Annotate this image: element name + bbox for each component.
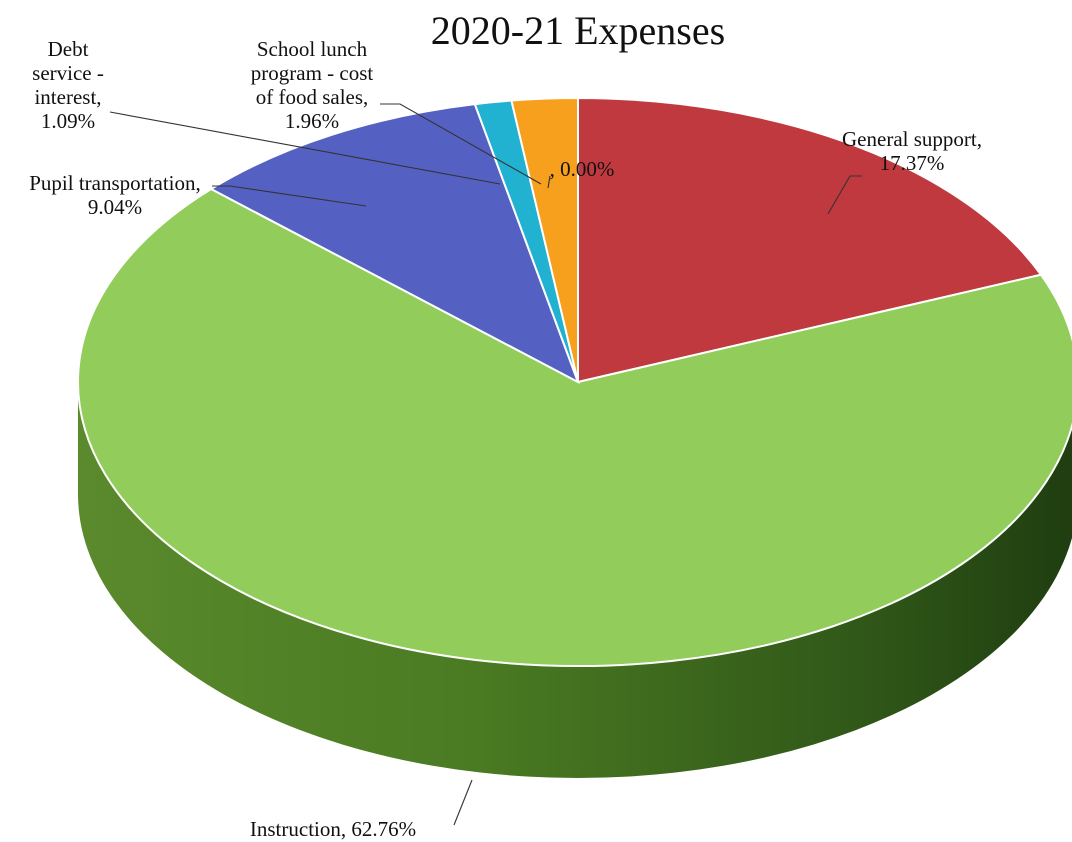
pie-slice-4 [510,96,579,383]
slice-label-line: 9.04% [88,195,142,219]
slice-label-5: , 0.00% [550,157,615,181]
chart-title: 2020-21 Expenses [431,8,725,53]
slice-label-line: General support, [842,127,982,151]
pie-side-instruction [78,382,1072,778]
leader-line-4 [380,103,542,185]
slice-label-4: School lunch program - cost of food sales,… [251,37,374,133]
leader-line-5 [547,175,551,189]
slice-label-line: School lunch [257,37,368,61]
leader-line-2 [212,185,367,207]
slice-label-2: Pupil transportation, 9.04% [29,171,201,219]
slice-label-3: Debt service -interest, 1.09% [32,37,104,133]
leader-line-3 [109,111,501,185]
slice-label-line: , 0.00% [550,157,615,181]
slice-label-line: Instruction, 62.76% [250,817,416,841]
slice-label-0: General support, 17.37% [842,127,982,175]
pie-slice-2 [209,103,580,385]
leader-lines [109,103,862,826]
slice-label-line: 17.37% [880,151,945,175]
leader-line-0 [827,175,862,215]
slice-label-line: 1.09% [41,109,95,133]
pie-side-wall [78,382,1072,778]
slice-label-line: program - cost [251,61,374,85]
pie-slice-0 [577,96,1043,384]
slice-label-line: interest, [34,85,101,109]
slice-label-1: Instruction, 62.76% [250,817,416,841]
slice-labels: General support, 17.37% Instruction, 62.76… [29,37,982,841]
pie-slices [77,96,1072,667]
leader-line-1 [453,779,473,826]
slice-label-line: Pupil transportation, [29,171,201,195]
slice-label-line: of food sales, [256,85,369,109]
slice-label-line: service - [32,61,104,85]
slice-label-line: Debt [48,37,89,61]
pie-slice-1 [77,187,1072,667]
slice-label-line: 1.96% [285,109,339,133]
